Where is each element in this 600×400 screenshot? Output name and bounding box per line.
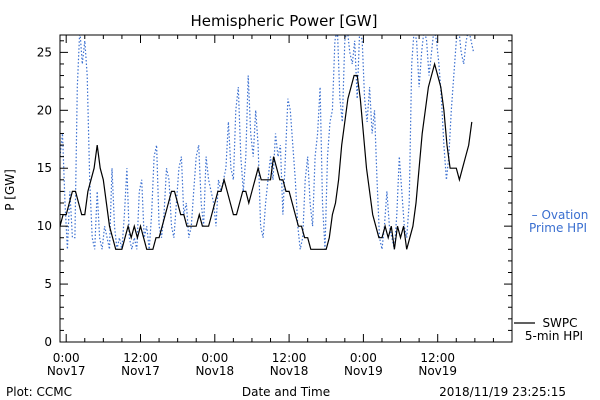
series-line-ovation: [60, 35, 475, 250]
y-tick-label: 5: [44, 277, 52, 291]
timestamp: 2018/11/19 23:25:15: [439, 385, 566, 399]
x-tick-date-label: Nov19: [344, 364, 383, 378]
x-tick-date-label: Nov18: [195, 364, 234, 378]
x-tick-time-label: 0:00: [350, 351, 377, 365]
y-tick-label: 25: [37, 45, 52, 59]
y-tick-label: 0: [44, 335, 52, 349]
x-tick-date-label: Nov18: [270, 364, 309, 378]
y-tick-label: 15: [37, 161, 52, 175]
y-tick-label: 10: [37, 219, 52, 233]
x-tick-date-label: Nov17: [121, 364, 160, 378]
x-tick-time-label: 0:00: [53, 351, 80, 365]
x-tick-time-label: 12:00: [123, 351, 158, 365]
x-tick-time-label: 0:00: [201, 351, 228, 365]
axis-layer: 05101520250:00Nov1712:00Nov170:00Nov1812…: [37, 35, 512, 378]
series-line-swpc: [60, 61, 473, 250]
chart-title: Hemispheric Power [GW]: [191, 12, 378, 30]
legend-swpc-label: 5-min HPI: [525, 329, 583, 343]
plot-frame: [59, 34, 513, 343]
y-axis-label: P [GW]: [3, 169, 17, 211]
x-axis-label: Date and Time: [242, 385, 330, 399]
legend-swpc-label: SWPC: [542, 316, 577, 330]
series-layer: [60, 35, 475, 250]
plot-credit: Plot: CCMC: [6, 385, 72, 399]
y-tick-label: 20: [37, 103, 52, 117]
x-tick-time-label: 12:00: [272, 351, 307, 365]
legend-ovation-label: – Ovation: [532, 208, 589, 222]
x-tick-date-label: Nov17: [47, 364, 86, 378]
x-tick-time-label: 12:00: [420, 351, 455, 365]
legend-ovation-label: Prime HPI: [529, 221, 587, 235]
x-tick-date-label: Nov19: [418, 364, 457, 378]
